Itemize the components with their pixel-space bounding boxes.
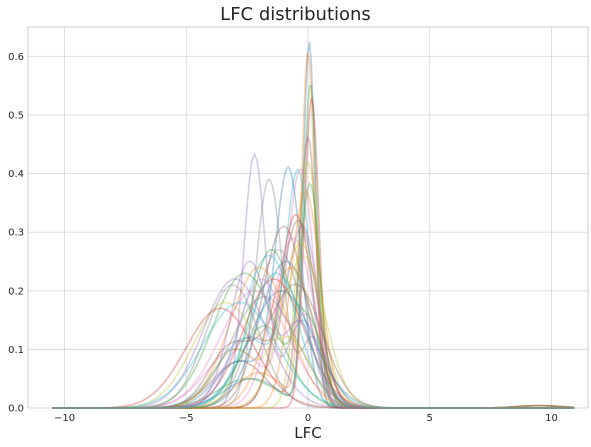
density-curve bbox=[52, 152, 575, 409]
density-curve bbox=[52, 237, 575, 409]
density-curve bbox=[52, 260, 575, 409]
x-tick-label: 5 bbox=[427, 413, 433, 424]
density-curve bbox=[52, 301, 575, 409]
density-curve bbox=[52, 272, 575, 409]
density-curve bbox=[52, 278, 575, 409]
x-tick-label: 10 bbox=[545, 413, 558, 424]
density-curve bbox=[52, 189, 575, 409]
y-tick-label: 0.6 bbox=[8, 52, 24, 63]
density-curve bbox=[52, 224, 575, 409]
density-curve bbox=[52, 254, 575, 409]
density-curve bbox=[52, 307, 575, 409]
density-curve bbox=[52, 219, 575, 409]
density-curve bbox=[52, 272, 575, 409]
y-tick-label: 0.5 bbox=[8, 110, 24, 121]
density-curve bbox=[52, 266, 575, 409]
y-tick-label: 0.3 bbox=[8, 228, 24, 239]
x-tick-label: −10 bbox=[54, 413, 75, 424]
density-curve bbox=[52, 290, 575, 409]
density-curve bbox=[52, 248, 575, 409]
density-curve bbox=[52, 295, 575, 409]
density-curve bbox=[52, 225, 575, 409]
density-curve bbox=[52, 260, 575, 409]
x-axis-label: LFC bbox=[294, 424, 321, 442]
density-curve bbox=[52, 165, 575, 409]
chart-title: LFC distributions bbox=[220, 4, 371, 25]
y-tick-label: 0.2 bbox=[8, 286, 24, 297]
density-curve bbox=[52, 284, 575, 409]
density-curve bbox=[52, 84, 575, 409]
density-curve bbox=[52, 278, 575, 409]
density-curve bbox=[52, 248, 575, 409]
axes: −10 −5 0 5 10 0.0 0.1 0.2 0.3 0.4 0.5 0.6 bbox=[8, 52, 558, 424]
density-curve bbox=[52, 97, 575, 409]
density-curve bbox=[52, 242, 575, 409]
density-curve bbox=[52, 283, 575, 409]
density-curve bbox=[52, 289, 575, 409]
density-curve bbox=[52, 52, 575, 409]
density-curve bbox=[52, 178, 575, 409]
density-curve bbox=[52, 213, 575, 409]
density-curve bbox=[52, 134, 575, 409]
density-curve bbox=[52, 41, 575, 409]
density-curve bbox=[52, 254, 575, 409]
density-curve bbox=[52, 168, 575, 409]
density-curve bbox=[52, 266, 575, 409]
density-curve bbox=[52, 160, 575, 409]
density-curve bbox=[52, 168, 575, 409]
y-tick-label: 0.1 bbox=[8, 345, 24, 356]
density-curve bbox=[52, 181, 575, 409]
y-tick-label: 0.4 bbox=[8, 169, 24, 180]
density-curve bbox=[52, 301, 575, 409]
x-tick-label: −5 bbox=[179, 413, 194, 424]
grid-lines bbox=[27, 26, 589, 409]
y-tick-label: 0.0 bbox=[8, 404, 24, 415]
density-curves bbox=[52, 41, 575, 409]
x-tick-label: 0 bbox=[305, 413, 311, 424]
density-curve bbox=[52, 278, 575, 409]
